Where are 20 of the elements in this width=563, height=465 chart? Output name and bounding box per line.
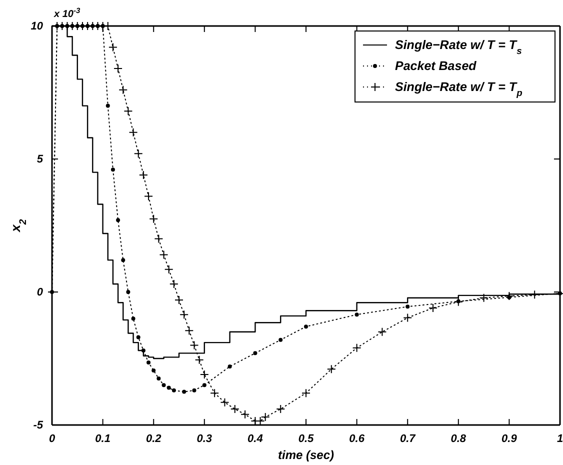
x-tick-label: 0: [48, 432, 56, 445]
x-tick-label: 0.9: [502, 432, 518, 445]
legend-label: Packet Based: [395, 59, 477, 73]
x-tick-label: 0.6: [349, 432, 366, 445]
x-tick-label: 0.5: [298, 432, 315, 445]
legend-label: Single−Rate w/ T = T$_{p}$: [395, 80, 523, 98]
y-tick-label: 5: [36, 154, 44, 166]
y-tick-label: 0: [36, 286, 44, 299]
legend-label: Single−Rate w/ T = T$_{s}$: [395, 38, 522, 56]
x-tick-label: 0.1: [95, 432, 110, 445]
x-tick-label: 0.8: [450, 432, 467, 445]
y-tick-label: -5: [33, 420, 44, 432]
x-tick-label: 0.7: [400, 432, 416, 445]
x-tick-label: 0.3: [196, 432, 212, 445]
text: x 10$^{-3}$: [53, 6, 81, 20]
y-tick-label: 10: [30, 20, 44, 33]
x-tick-label: 0.4: [248, 432, 263, 445]
x-tick-label: 1: [556, 432, 563, 445]
x-axis-title: time (sec): [278, 448, 334, 462]
x-tick-label: 0.2: [146, 432, 162, 445]
